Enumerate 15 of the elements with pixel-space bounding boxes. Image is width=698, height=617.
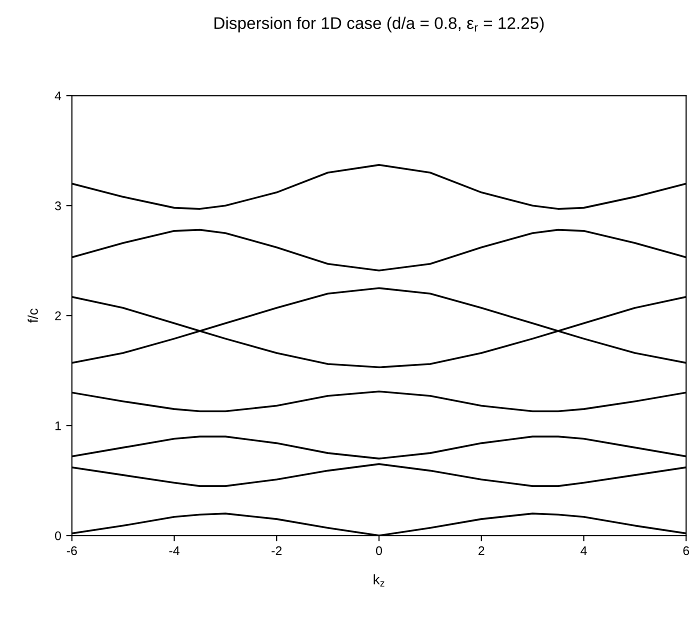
x-tick-label: 6 xyxy=(683,546,690,556)
y-tick-label: 3 xyxy=(55,201,61,210)
y-tick-label: 1 xyxy=(55,422,61,430)
y-tick-label: 0 xyxy=(55,531,61,540)
x-tick-label: -2 xyxy=(272,546,282,556)
y-tick-label: 2 xyxy=(55,311,61,320)
x-tick-label: 0 xyxy=(376,546,382,556)
y-tick-label: 4 xyxy=(54,92,62,100)
x-tick-label: -6 xyxy=(66,546,77,556)
y-axis-title: f/c xyxy=(28,308,38,323)
chart-title: Dispersion for 1D case (d/a = 0.8, ε$_{r}$ = 12.25) xyxy=(214,16,544,32)
x-tick-label: -4 xyxy=(169,546,180,556)
x-tick-label: 4 xyxy=(580,546,587,556)
x-axis-title: k$_{z}$ xyxy=(374,574,384,586)
x-tick-label: 2 xyxy=(478,546,484,556)
